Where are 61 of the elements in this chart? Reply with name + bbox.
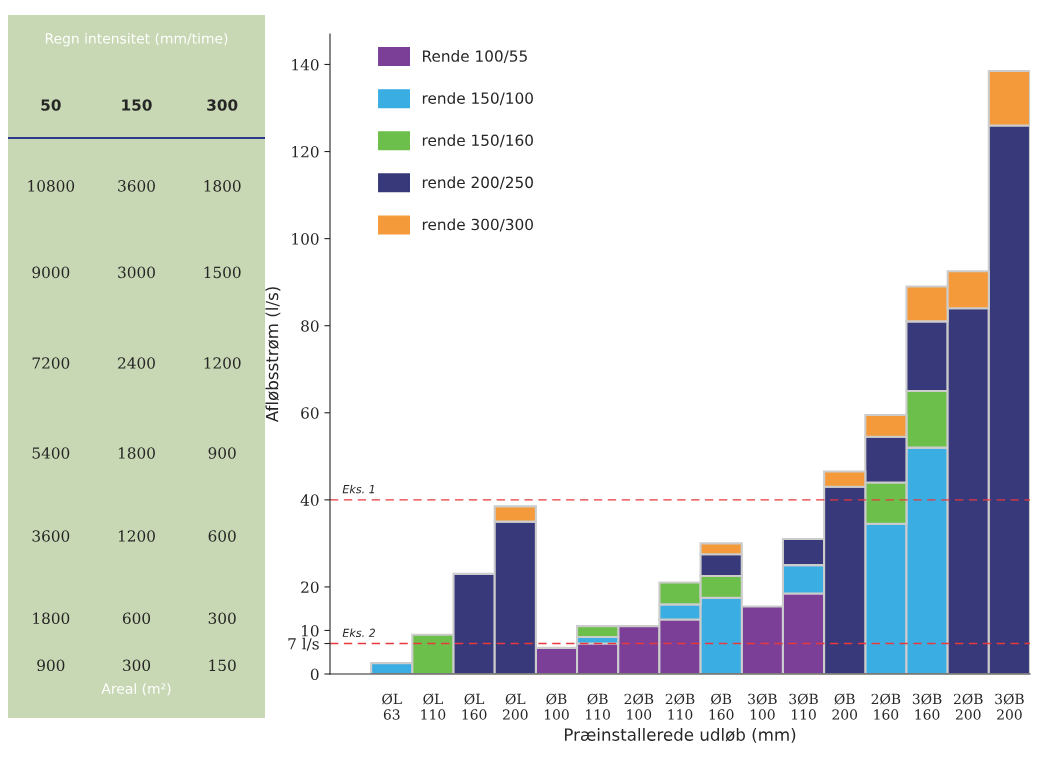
legend-label: rende 300/300 [422, 218, 533, 232]
x-axis-title: Præinstallerede udløb (mm) [564, 727, 796, 743]
y-tick-label: 140 [292, 58, 319, 71]
text: 900 [208, 447, 236, 459]
y-tick-label: 80 [301, 320, 319, 332]
text: 3600 [118, 180, 155, 192]
text: 1500 [204, 266, 241, 279]
x-tick-label: 3ØB 110 [789, 693, 818, 720]
legend-label: rende 150/100 [422, 92, 533, 106]
x-tick-label: ØL 160 [462, 693, 487, 720]
text: 1800 [204, 180, 241, 192]
x-tick-label: 3ØB 160 [912, 693, 942, 720]
x-tick-label: ØL 63 [382, 693, 402, 720]
x-tick-label: ØL 200 [502, 693, 528, 720]
text: 3600 [32, 530, 70, 542]
ref-line-label: Eks. 2 [342, 628, 376, 638]
text: 9000 [32, 266, 70, 279]
x-tick-label: 3ØB 100 [748, 693, 777, 720]
ref-line-label: Eks. 1 [342, 484, 375, 494]
y-tick-label: 0 [310, 668, 319, 681]
y-tick-label: 120 [292, 146, 319, 158]
text: 5400 [32, 447, 70, 459]
text: 600 [208, 530, 236, 542]
text: Areal (m²) [101, 683, 171, 696]
x-tick-label: ØB 100 [544, 693, 569, 720]
text: 1200 [118, 530, 155, 542]
text: 1800 [118, 447, 155, 459]
legend-label: rende 150/160 [422, 134, 533, 148]
category-label: 50 [41, 99, 61, 111]
x-tick-label: 2ØB 100 [624, 693, 654, 720]
text: Regn intensitet (mm/time) [45, 32, 228, 47]
text: 300 [208, 612, 236, 625]
x-tick-label: 3ØB 200 [995, 693, 1024, 720]
y-tick-label: 60 [301, 407, 319, 419]
text: 900 [37, 659, 65, 672]
y-axis-title: Afløbsstrøm (l/s) [265, 287, 281, 423]
text: 1200 [204, 357, 241, 369]
x-tick-label: 2ØB 160 [871, 693, 901, 720]
x-tick-label: 2ØB 200 [953, 693, 983, 720]
text: 1800 [33, 612, 70, 625]
text: 300 [123, 659, 151, 672]
x-tick-label: ØL 110 [421, 693, 446, 720]
x-tick-label: ØB 160 [709, 693, 734, 720]
x-tick-label: ØB 110 [586, 693, 610, 720]
text: 2400 [118, 357, 155, 369]
y-tick-label: 20 [301, 581, 319, 593]
y-tick-label: 40 [300, 494, 319, 506]
legend-label: rende 200/250 [422, 176, 533, 190]
y-tick-label: 100 [292, 233, 319, 245]
category-label: 150 [122, 99, 152, 111]
text: 3000 [118, 266, 155, 279]
category-label: 300 [207, 99, 238, 111]
x-tick-label: 2ØB 110 [665, 693, 695, 720]
y-tick-label: 10 [302, 624, 319, 637]
y-tick-label: 7 l/s [288, 637, 319, 651]
x-tick-label: ØB 200 [832, 693, 858, 720]
text: 150 [209, 659, 236, 672]
legend-label: Rende 100/55 [423, 50, 527, 64]
text: 10800 [28, 180, 75, 192]
text: 600 [122, 612, 151, 625]
text: 7200 [32, 357, 70, 369]
